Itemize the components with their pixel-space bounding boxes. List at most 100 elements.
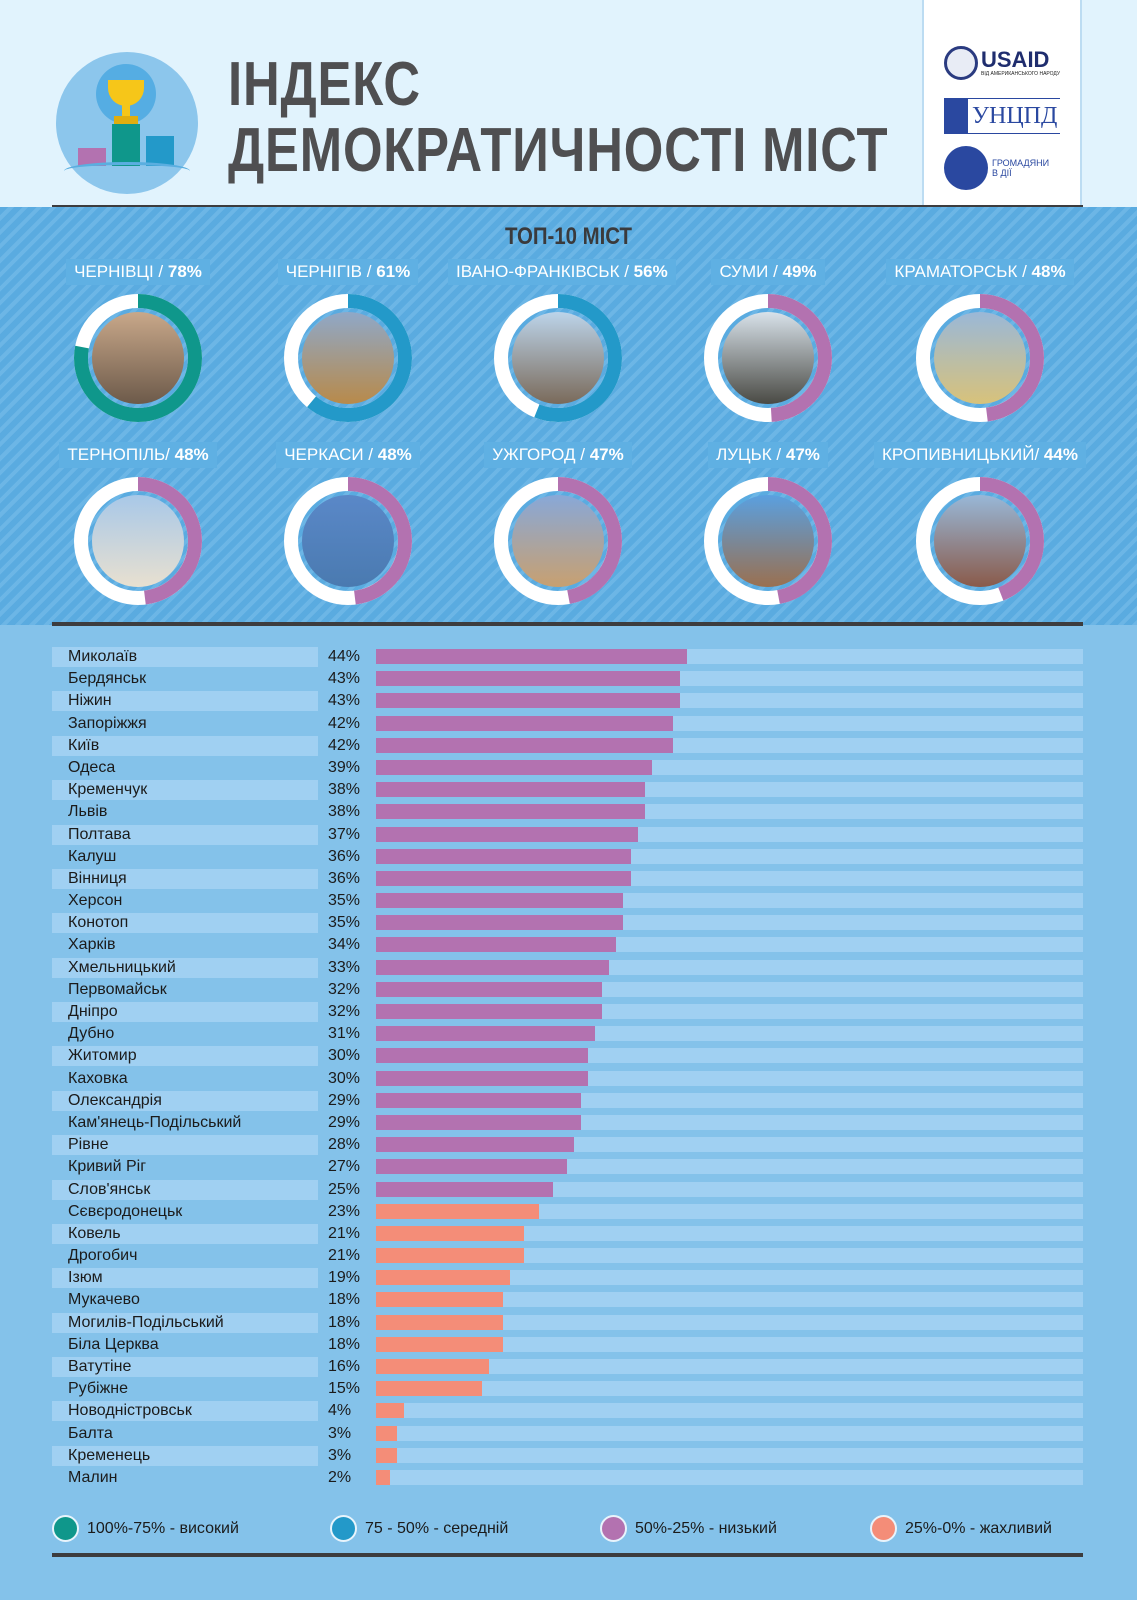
bar-track (376, 1203, 1083, 1219)
city-label: ІВАНО-ФРАНКІВСЬК / 56% (448, 259, 676, 285)
city-label: ТЕРНОПІЛЬ/ 48% (59, 442, 217, 468)
value-label: 32% (328, 980, 361, 998)
citizens-in-action-logo: ГРОМАДЯНИ В ДІЇ (944, 146, 1049, 190)
bar-track (376, 1447, 1083, 1463)
city-name: Біла Церква (68, 1335, 159, 1353)
bar-track (376, 1336, 1083, 1352)
chart-row: Кременчук 38% (52, 779, 1083, 801)
page-title: ІНДЕКС ДЕМОКРАТИЧНОСТІ МІСТ (228, 50, 889, 185)
bar-track (376, 959, 1083, 975)
top-city-card: ЛУЦЬК / 47% (658, 442, 878, 606)
value-label: 15% (328, 1380, 361, 1398)
value-label: 37% (328, 825, 361, 843)
chart-row: Ватутіне 16% (52, 1356, 1083, 1378)
city-label: ЧЕРНІГІВ / 61% (277, 259, 419, 285)
legend-item: 75 - 50% - середній (330, 1515, 508, 1542)
city-name: Мукачево (68, 1291, 140, 1309)
city-name: Малин (68, 1468, 118, 1486)
city-name: Дрогобич (68, 1247, 138, 1265)
chart-row: Кременець 3% (52, 1445, 1083, 1467)
city-name: Рубіжне (68, 1380, 129, 1398)
bar-track (376, 671, 1083, 687)
city-name: Каховка (68, 1069, 128, 1087)
bar (376, 893, 624, 909)
bar-track (376, 1225, 1083, 1241)
city-photo (722, 495, 814, 587)
bar-track (376, 915, 1083, 931)
city-name: Кривий Ріг (68, 1158, 147, 1176)
value-label: 18% (328, 1291, 361, 1309)
bar (376, 937, 617, 953)
chart-row: Київ 42% (52, 735, 1083, 757)
bar (376, 1403, 405, 1419)
legend-item: 25%-0% - жахливий (870, 1515, 1052, 1542)
bar (376, 649, 688, 664)
bar-track (376, 1026, 1083, 1042)
city-name: Запоріжжя (68, 714, 147, 732)
top-city-card: КРАМАТОРСЬК / 48% (870, 259, 1090, 423)
bar-track (376, 649, 1083, 664)
legend: 100%-75% - високий 75 - 50% - середній 50%… (52, 1515, 1083, 1545)
bar-track (376, 759, 1083, 775)
bar-track (376, 1469, 1083, 1485)
bar-track (376, 715, 1083, 731)
bar-track (376, 848, 1083, 864)
bar-track (376, 1004, 1083, 1019)
city-name: Житомир (52, 1046, 318, 1067)
chart-row: Кривий Ріг 27% (52, 1156, 1083, 1178)
value-label: 18% (328, 1335, 361, 1353)
chart-row: Вінниця 36% (52, 868, 1083, 890)
city-name: Дніпро (52, 1002, 318, 1022)
chart-row: Харків 34% (52, 934, 1083, 956)
bar-track (376, 937, 1083, 953)
bar-track (376, 1048, 1083, 1064)
bar-track (376, 1359, 1083, 1374)
score-ring (916, 294, 1044, 422)
uncpd-logo: УНЦПД (944, 98, 1060, 134)
bar (376, 1359, 490, 1374)
bar-track (376, 1270, 1083, 1286)
ring-fill (704, 477, 832, 605)
value-label: 2% (328, 1468, 352, 1486)
value-label: 21% (328, 1224, 361, 1242)
city-name: Ватутіне (52, 1357, 318, 1377)
chart-row: Запоріжжя 42% (52, 713, 1083, 735)
city-name: Рівне (52, 1135, 318, 1156)
top-city-card: ІВАНО-ФРАНКІВСЬК / 56% (448, 259, 676, 423)
city-name: Кременець (52, 1445, 318, 1466)
city-name: Новодністровськ (52, 1401, 318, 1422)
legend-dot-icon (330, 1515, 357, 1542)
header: ІНДЕКС ДЕМОКРАТИЧНОСТІ МІСТ USAID ВІД АМ… (0, 0, 1137, 207)
city-name: Бердянськ (68, 670, 147, 688)
city-name: Ковель (52, 1223, 318, 1244)
value-label: 4% (328, 1402, 352, 1420)
bar-track (376, 1403, 1083, 1419)
city-photo (934, 495, 1026, 587)
score-ring (74, 477, 202, 605)
bar-track (376, 1159, 1083, 1175)
value-label: 35% (328, 892, 361, 910)
value-label: 21% (328, 1247, 361, 1265)
value-label: 39% (328, 758, 361, 776)
chart-row: Первомайськ 32% (52, 979, 1083, 1001)
bar (376, 1381, 483, 1397)
bar (376, 715, 673, 731)
bar-track (376, 1137, 1083, 1153)
city-photo (92, 312, 184, 404)
city-name: Могилів-Подільський (52, 1312, 318, 1333)
top-city-card: ЧЕРНІГІВ / 61% (238, 259, 458, 423)
top-city-card: СУМИ / 49% (658, 259, 878, 423)
bar-track (376, 804, 1083, 820)
value-label: 29% (328, 1113, 361, 1131)
city-photo (512, 312, 604, 404)
city-photo (302, 495, 394, 587)
chart-row: Малин 2% (52, 1467, 1083, 1489)
ring-fill (494, 477, 622, 605)
bar-track (376, 981, 1083, 997)
city-ranking-chart: Миколаїв 44% Бердянськ 43% Ніжин 43% Зап… (52, 646, 1083, 1489)
city-name: Первомайськ (68, 980, 167, 998)
value-label: 3% (328, 1446, 352, 1464)
value-label: 27% (328, 1158, 361, 1176)
ring-fill (284, 294, 412, 422)
value-label: 43% (328, 692, 361, 710)
